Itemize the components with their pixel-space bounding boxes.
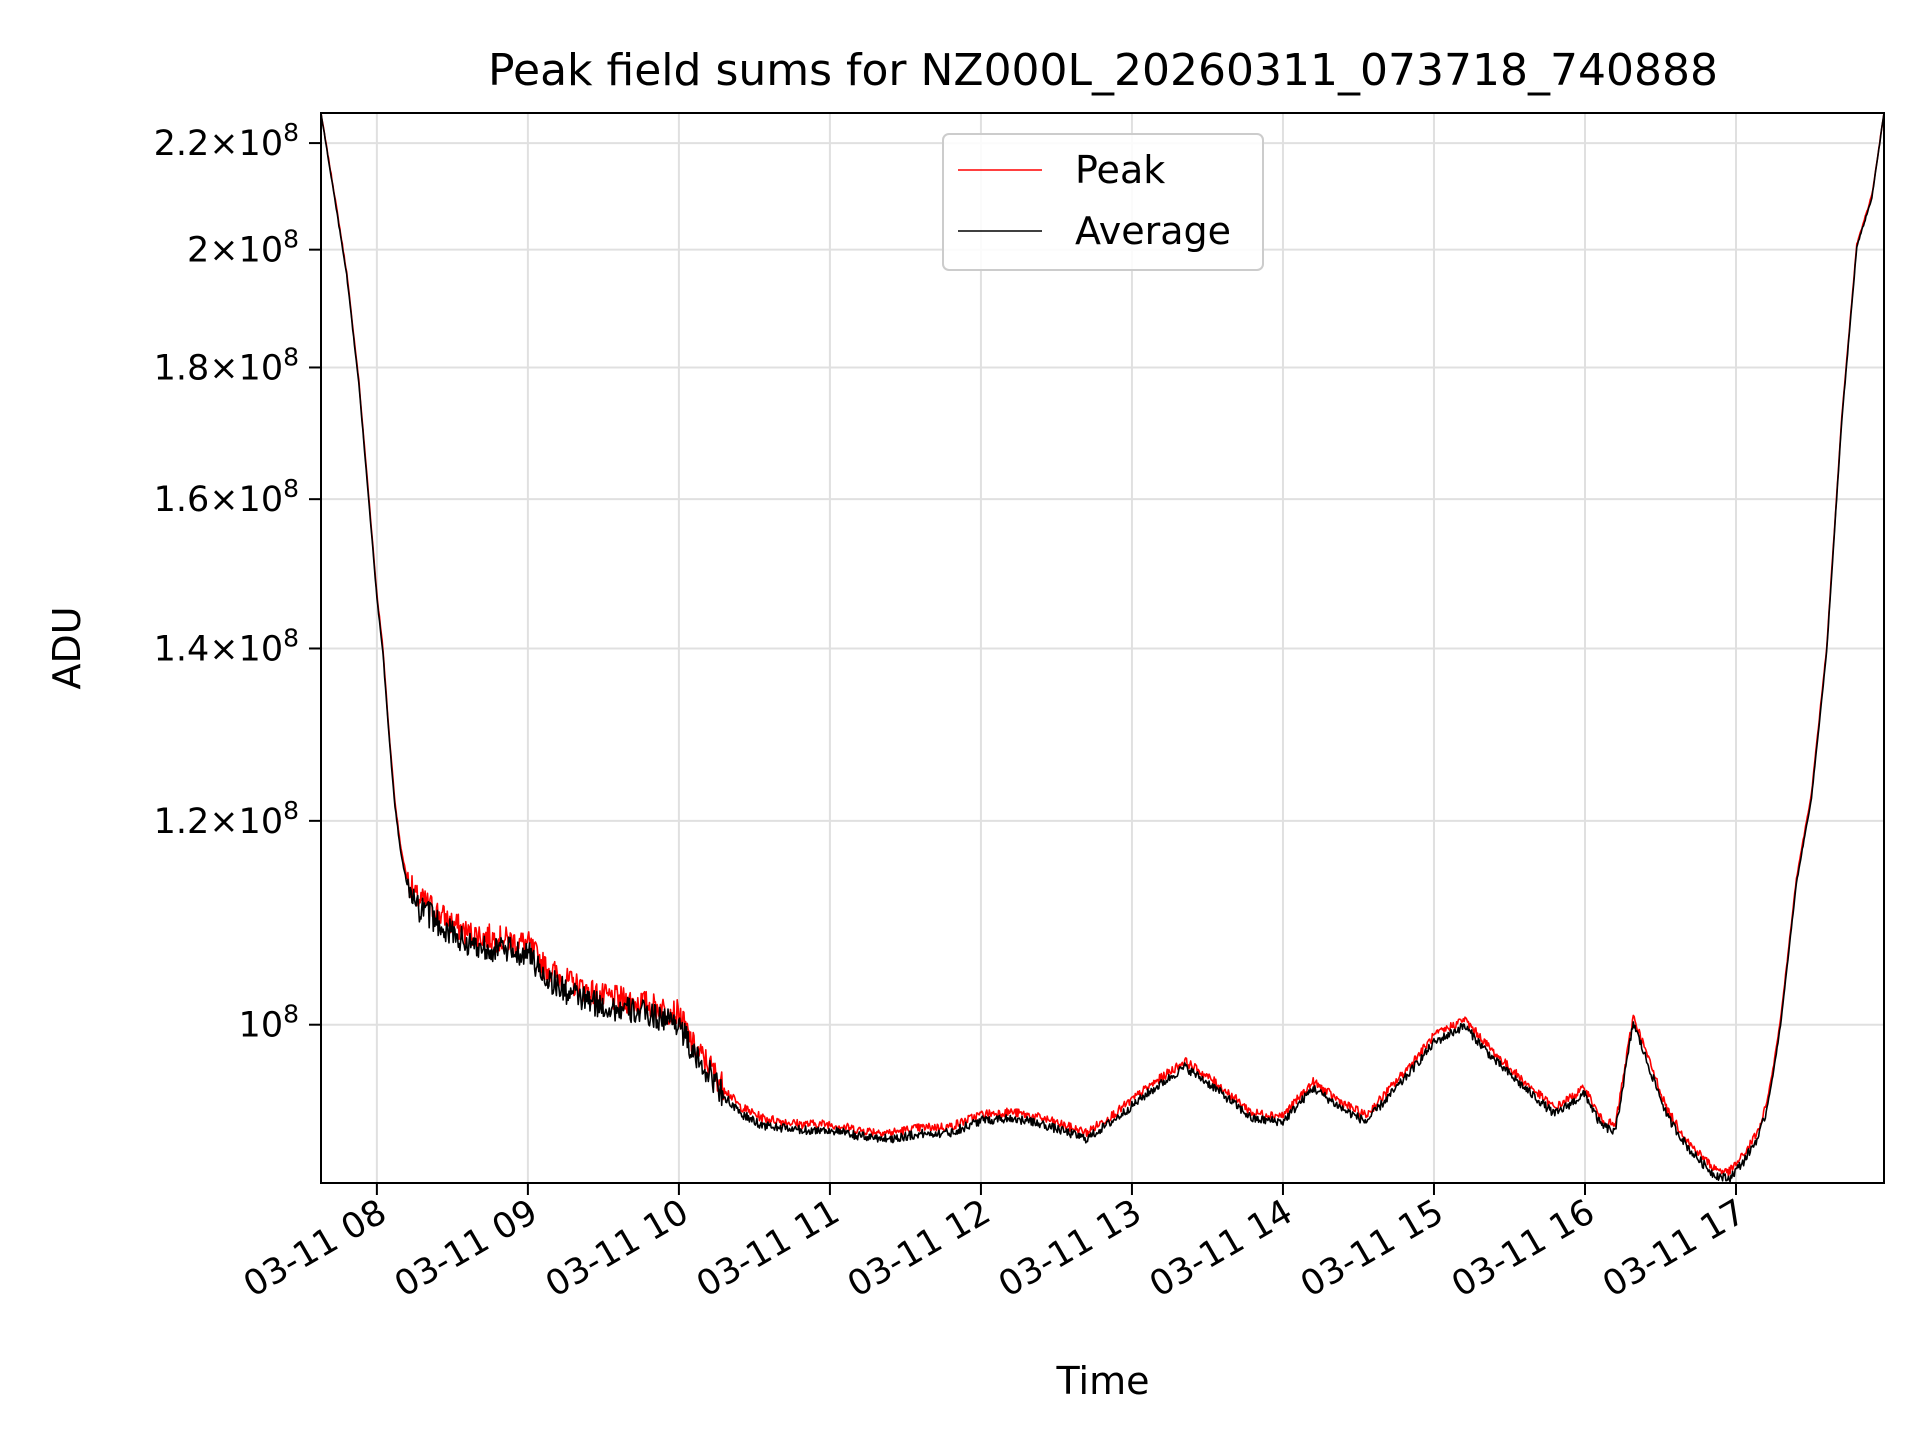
legend-label-peak: Peak (1075, 148, 1165, 192)
y-tick-label: 2.2×108 (154, 118, 299, 164)
y-tick-label: 1.8×108 (154, 342, 299, 388)
legend: Peak Average (942, 133, 1264, 271)
x-axis-label: Time (1056, 1359, 1150, 1403)
y-axis-label: ADU (45, 606, 89, 689)
y-axis: 108 1.2×108 1.4×108 1.6×108 1.8×108 2×108 2.2×… (154, 118, 321, 1046)
y-tick-label: 108 (239, 1000, 299, 1046)
series-line-average (321, 113, 1884, 1183)
y-tick-label: 1.6×108 (154, 474, 299, 520)
series-layer (321, 113, 1884, 1183)
y-tick-label: 1.4×108 (154, 623, 299, 669)
grid (321, 113, 1884, 1183)
legend-box (942, 133, 1264, 271)
series-line-peak (321, 113, 1884, 1178)
chart-title: Peak field sums for NZ000L_20260311_0737… (488, 45, 1718, 96)
y-tick-label: 1.2×108 (154, 796, 299, 842)
legend-label-average: Average (1075, 209, 1231, 253)
y-tick-label: 2×108 (187, 225, 299, 271)
